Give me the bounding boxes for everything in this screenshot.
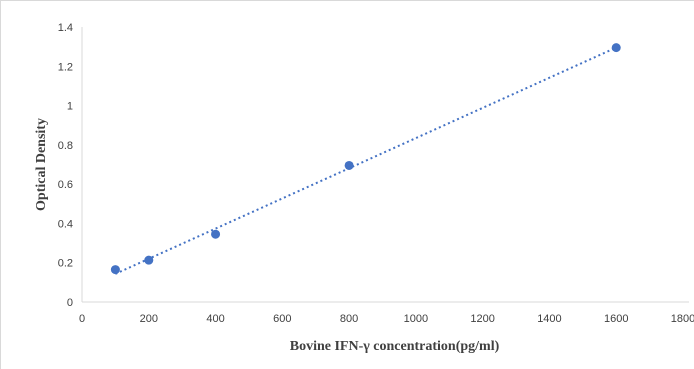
data-points <box>110 43 621 275</box>
x-tick-label: 1400 <box>537 313 561 325</box>
y-tick-label: 1.2 <box>58 61 73 73</box>
y-tick-label: 0 <box>67 297 73 309</box>
x-tick-label: 600 <box>273 313 291 325</box>
data-point <box>611 43 621 53</box>
x-tick-label: 1200 <box>470 313 494 325</box>
x-tick-label: 400 <box>206 313 224 325</box>
y-tick-label: 1 <box>67 101 73 113</box>
y-tick-labels: 0 0.2 0.4 0.6 0.8 1 1.2 1.4 <box>58 22 73 309</box>
y-tick-label: 0.4 <box>58 218 73 230</box>
data-point <box>344 160 354 170</box>
x-tick-label: 1000 <box>404 313 428 325</box>
x-tick-labels: 0 200 400 600 800 1000 1200 1400 1600 1800 <box>79 313 694 325</box>
x-tick-label: 200 <box>140 313 158 325</box>
y-axis-title: Optical Density <box>34 118 49 211</box>
y-tick-label: 1.4 <box>58 22 73 34</box>
data-point <box>110 265 120 275</box>
axes <box>81 27 689 303</box>
y-tick-label: 0.2 <box>58 258 73 270</box>
x-tick-label: 1800 <box>671 313 694 325</box>
data-point <box>144 255 154 265</box>
x-tick-label: 0 <box>79 313 85 325</box>
x-tick-label: 800 <box>340 313 358 325</box>
x-axis-title: Bovine IFN-γ concentration(pg/ml) <box>290 339 500 354</box>
x-tick-label: 1600 <box>604 313 628 325</box>
y-tick-label: 0.6 <box>58 179 73 191</box>
data-point <box>211 229 221 239</box>
trendline <box>114 46 617 275</box>
y-tick-label: 0.8 <box>58 140 73 152</box>
